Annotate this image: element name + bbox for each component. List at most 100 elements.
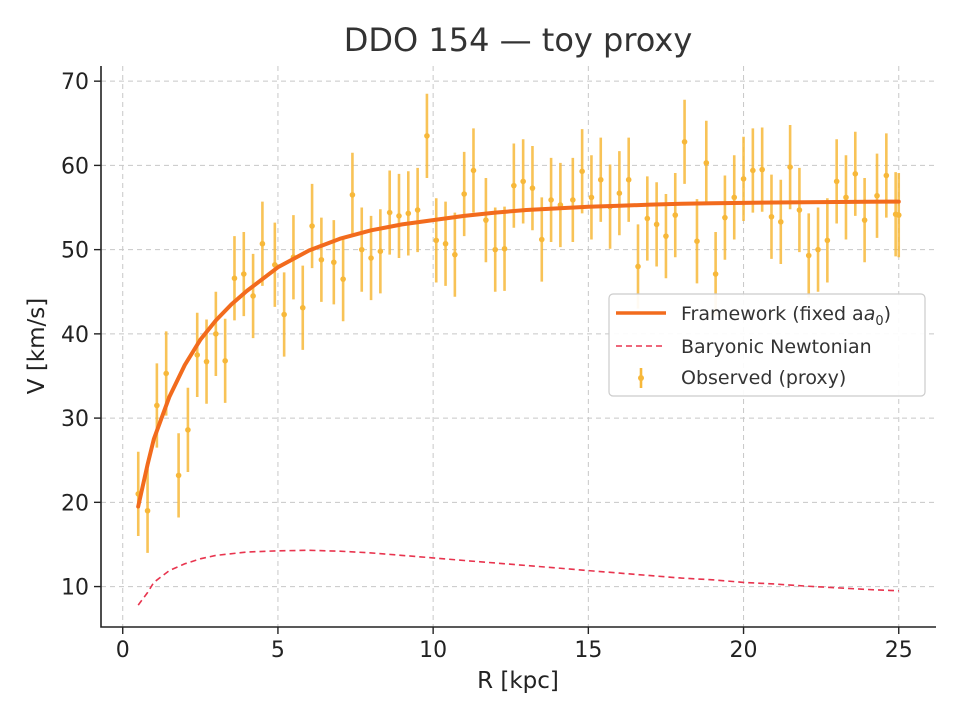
observed-point bbox=[597, 176, 604, 183]
observed-point bbox=[548, 197, 554, 203]
x-axis-label: R [kpc] bbox=[477, 668, 559, 694]
legend-box bbox=[608, 293, 926, 397]
observed-point bbox=[340, 276, 346, 282]
y-tick-label: 40 bbox=[61, 323, 89, 348]
observed-point bbox=[588, 194, 595, 201]
observed-point bbox=[712, 271, 719, 277]
observed-point bbox=[405, 210, 412, 217]
y-ticks: 10 20 30 40 50 60 70 bbox=[61, 70, 101, 601]
x-tick-label: 10 bbox=[419, 638, 447, 663]
observed-point bbox=[833, 178, 840, 185]
observed-point bbox=[433, 237, 440, 244]
observed-point bbox=[213, 331, 219, 337]
observed-point bbox=[222, 358, 228, 364]
observed-point bbox=[616, 190, 623, 196]
observed-point bbox=[349, 192, 356, 198]
observed-point bbox=[570, 197, 576, 203]
y-tick-label: 50 bbox=[61, 239, 89, 264]
observed-point bbox=[281, 311, 287, 318]
legend-observed-point bbox=[638, 375, 644, 381]
observed-point bbox=[154, 402, 160, 409]
x-tick-label: 5 bbox=[271, 638, 285, 663]
x-tick-label: 0 bbox=[116, 638, 130, 663]
observed-point bbox=[299, 304, 306, 311]
observed-point bbox=[740, 176, 747, 182]
observed-point bbox=[377, 248, 384, 255]
grid bbox=[101, 66, 936, 627]
observed-point bbox=[694, 238, 700, 245]
observed-point bbox=[635, 263, 641, 270]
x-tick-label: 20 bbox=[730, 638, 758, 663]
observed-point bbox=[852, 171, 859, 177]
legend-observed-label: Observed (proxy) bbox=[681, 367, 846, 389]
axes-spines bbox=[100, 66, 936, 628]
observed-point bbox=[777, 219, 784, 225]
observed-point bbox=[358, 246, 365, 253]
observed-point bbox=[309, 223, 315, 229]
observed-point bbox=[538, 236, 545, 243]
observed-point bbox=[318, 256, 325, 263]
observed-point bbox=[144, 507, 151, 514]
observed-point bbox=[815, 246, 821, 253]
observed-point bbox=[759, 166, 765, 173]
baryonic-newtonian-line bbox=[137, 549, 899, 606]
observed-point bbox=[703, 160, 710, 166]
observed-point bbox=[883, 172, 890, 179]
observed-point bbox=[824, 237, 831, 244]
y-tick-label: 20 bbox=[61, 491, 89, 516]
observed-point bbox=[861, 217, 868, 223]
observed-point bbox=[805, 252, 812, 259]
observed-point bbox=[331, 259, 337, 266]
observed-point bbox=[672, 212, 679, 218]
observed-point bbox=[796, 207, 803, 213]
observed-errorbars bbox=[135, 93, 902, 553]
plot-area bbox=[135, 93, 902, 606]
observed-point bbox=[442, 240, 449, 247]
observed-point bbox=[511, 182, 517, 189]
observed-point bbox=[231, 275, 238, 282]
y-tick-label: 70 bbox=[61, 70, 89, 95]
observed-point bbox=[386, 209, 393, 216]
legend-observed-swatch bbox=[638, 368, 644, 388]
chart-title: DDO 154 — toy proxy bbox=[344, 21, 693, 59]
observed-point bbox=[663, 233, 669, 239]
observed-point bbox=[529, 185, 536, 191]
legend: Framework (fixed aa0) Baryonic Newtonian… bbox=[608, 293, 926, 397]
observed-point bbox=[175, 472, 182, 479]
observed-point bbox=[501, 245, 508, 252]
observed-point bbox=[452, 251, 458, 258]
framework-line bbox=[136, 199, 901, 509]
y-tick-label: 30 bbox=[61, 407, 89, 432]
observed-point bbox=[185, 427, 191, 433]
observed-point bbox=[579, 168, 585, 175]
observed-point bbox=[250, 293, 256, 299]
observed-point bbox=[470, 167, 477, 174]
observed-point bbox=[194, 352, 201, 358]
x-tick-label: 25 bbox=[885, 638, 913, 663]
y-axis-label: V [km/s] bbox=[24, 298, 50, 394]
x-ticks: 0 5 10 15 20 25 bbox=[116, 627, 913, 663]
observed-point bbox=[240, 271, 247, 277]
observed-point bbox=[414, 207, 421, 213]
legend-baryonic-label: Baryonic Newtonian bbox=[681, 336, 872, 358]
observed-point bbox=[396, 213, 402, 219]
observed-point bbox=[368, 255, 374, 261]
observed-point bbox=[424, 133, 430, 139]
observed-point bbox=[203, 358, 210, 365]
observed-point bbox=[874, 192, 880, 199]
y-tick-label: 60 bbox=[61, 154, 89, 179]
observed-point bbox=[520, 178, 526, 185]
observed-point bbox=[653, 221, 660, 228]
y-tick-label: 10 bbox=[61, 576, 89, 601]
x-tick-label: 15 bbox=[574, 638, 602, 663]
observed-point bbox=[843, 194, 849, 201]
observed-point bbox=[722, 214, 728, 221]
observed-point bbox=[644, 215, 651, 222]
legend-framework-label: Framework (fixed aa0) bbox=[681, 303, 891, 329]
observed-point bbox=[768, 213, 775, 220]
observed-point bbox=[681, 139, 688, 145]
observed-point bbox=[731, 194, 738, 201]
observed-point bbox=[895, 212, 902, 218]
observed-point bbox=[492, 246, 499, 253]
